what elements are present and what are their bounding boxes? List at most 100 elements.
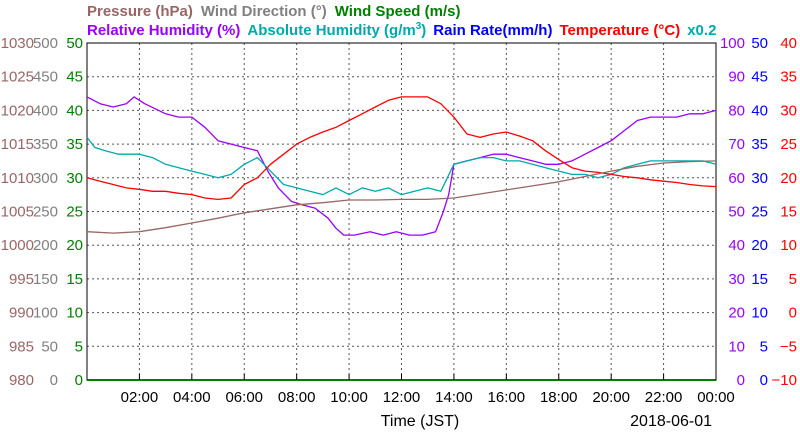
tick-label-rain_rate: 30 — [751, 170, 768, 187]
tick-label-rain_rate: 25 — [751, 204, 768, 221]
tick-label-wind_speed: 50 — [66, 35, 83, 52]
tick-label-temperature: 15 — [780, 204, 797, 221]
tick-label-pressure: 1015 — [1, 136, 34, 153]
tick-label-temperature: −5 — [780, 338, 797, 355]
tick-label-wind_direction: 150 — [33, 271, 58, 288]
tick-label-temperature: 5 — [789, 271, 797, 288]
legend-label: Pressure (hPa) — [87, 3, 193, 20]
tick-label-wind_direction: 300 — [33, 170, 58, 187]
tick-label-temperature: 10 — [780, 237, 797, 254]
tick-label-temperature: 20 — [780, 170, 797, 187]
legend-entry-2-35: Rain Rate(mm/h) — [433, 22, 552, 39]
tick-label-relative_humidity: 100 — [720, 35, 745, 52]
x-tick-label: 20:00 — [592, 389, 630, 406]
tick-label-wind_direction: 200 — [33, 237, 58, 254]
tick-label-wind_direction: 400 — [33, 102, 58, 119]
legend-tail: ) — [421, 22, 426, 39]
tick-label-wind_speed: 15 — [66, 271, 83, 288]
series-line-relative_humidity — [86, 136, 717, 196]
tick-label-wind_speed: 45 — [66, 69, 83, 86]
tick-label-temperature: 25 — [780, 136, 797, 153]
series-line-relative_humidity — [86, 96, 717, 236]
x-tick-label: 12:00 — [383, 389, 421, 406]
x-tick-label: 10:00 — [330, 389, 368, 406]
legend-entry-1-35: Absolute Humidity (g/m3) — [247, 21, 426, 39]
date-label: 2018-06-01 — [630, 413, 712, 430]
grid — [87, 43, 716, 380]
series-line-pressure — [86, 160, 717, 234]
tick-label-rain_rate: 50 — [751, 35, 768, 52]
tick-label-wind_direction: 250 — [33, 204, 58, 221]
legend-label: Rain Rate(mm/h) — [433, 22, 552, 39]
tick-label-pressure: 1000 — [1, 237, 34, 254]
tick-label-rain_rate: 40 — [751, 102, 768, 119]
tick-label-pressure: 1010 — [1, 170, 34, 187]
tick-label-temperature: 35 — [780, 69, 797, 86]
tick-label-wind_speed: 5 — [75, 338, 83, 355]
legend-label: Absolute Humidity (g/m — [247, 22, 415, 39]
legend-label: Wind Direction (°) — [201, 3, 327, 20]
tick-label-pressure: 985 — [9, 338, 34, 355]
series-line-temperature — [86, 96, 717, 201]
tick-label-relative_humidity: 70 — [728, 136, 745, 153]
legend-label: Wind Speed (m/s) — [335, 3, 461, 20]
legend-entry-4-35: x0.2 — [687, 22, 716, 39]
tick-label-wind_direction: 100 — [33, 305, 58, 322]
x-tick-label: 16:00 — [488, 389, 526, 406]
x-tick-label: 14:00 — [435, 389, 473, 406]
legend: Pressure (hPa) Wind Direction (°) Wind Spe… — [87, 3, 716, 39]
x-tick-label: 06:00 — [225, 389, 263, 406]
tick-label-rain_rate: 15 — [751, 271, 768, 288]
x-tick-label: 04:00 — [173, 389, 211, 406]
tick-label-wind_direction: 350 — [33, 136, 58, 153]
tick-label-wind_direction: 0 — [50, 372, 58, 389]
tick-label-relative_humidity: 30 — [728, 271, 745, 288]
tick-label-relative_humidity: 90 — [728, 69, 745, 86]
legend-entry-0-35: Relative Humidity (%) — [87, 22, 240, 39]
tick-label-wind_speed: 40 — [66, 102, 83, 119]
legend-superscript: 3 — [416, 21, 422, 32]
tick-label-temperature: −10 — [772, 372, 797, 389]
x-tick-label: 18:00 — [540, 389, 578, 406]
tick-label-relative_humidity: 0 — [737, 372, 745, 389]
x-tick-label: 08:00 — [278, 389, 316, 406]
tick-label-rain_rate: 45 — [751, 69, 768, 86]
legend-entry-2-16: Wind Speed (m/s) — [335, 3, 461, 20]
x-axis: 02:00 04:00 06:00 08:00 10:00 12:00 14:00 16:00… — [121, 374, 735, 406]
left-axes: 1030102510201015101010051000995990985980… — [1, 35, 83, 389]
legend-label: x0.2 — [687, 22, 716, 39]
x-tick-label: 02:00 — [121, 389, 159, 406]
legend-label: Relative Humidity (%) — [87, 22, 240, 39]
tick-label-wind_speed: 0 — [75, 372, 83, 389]
tick-label-wind_speed: 20 — [66, 237, 83, 254]
tick-label-rain_rate: 10 — [751, 305, 768, 322]
legend-entry-1-16: Wind Direction (°) — [201, 3, 327, 20]
legend-entry-0-16: Pressure (hPa) — [87, 3, 193, 20]
tick-label-wind_speed: 35 — [66, 136, 83, 153]
x-axis-label: Time (JST) — [381, 413, 460, 430]
tick-label-pressure: 1005 — [1, 204, 34, 221]
tick-label-wind_speed: 10 — [66, 305, 83, 322]
tick-label-wind_direction: 50 — [41, 338, 58, 355]
tick-label-temperature: 40 — [780, 35, 797, 52]
tick-label-relative_humidity: 50 — [728, 204, 745, 221]
tick-label-relative_humidity: 20 — [728, 305, 745, 322]
tick-label-relative_humidity: 60 — [728, 170, 745, 187]
tick-label-pressure: 995 — [9, 271, 34, 288]
tick-label-pressure: 1025 — [1, 69, 34, 86]
tick-label-relative_humidity: 80 — [728, 102, 745, 119]
x-tick-label: 00:00 — [697, 389, 735, 406]
right-axes: 1009080706050403020100504540353025201510… — [720, 35, 797, 389]
tick-label-wind_speed: 30 — [66, 170, 83, 187]
legend-entry-3-35: Temperature (°C) — [559, 22, 680, 39]
tick-label-pressure: 1030 — [1, 35, 34, 52]
tick-label-rain_rate: 5 — [760, 338, 768, 355]
tick-label-pressure: 990 — [9, 305, 34, 322]
tick-label-wind_direction: 450 — [33, 69, 58, 86]
tick-label-pressure: 980 — [9, 372, 34, 389]
tick-label-rain_rate: 0 — [760, 372, 768, 389]
legend-label: Temperature (°C) — [559, 22, 680, 39]
tick-label-rain_rate: 35 — [751, 136, 768, 153]
tick-label-temperature: 0 — [789, 305, 797, 322]
